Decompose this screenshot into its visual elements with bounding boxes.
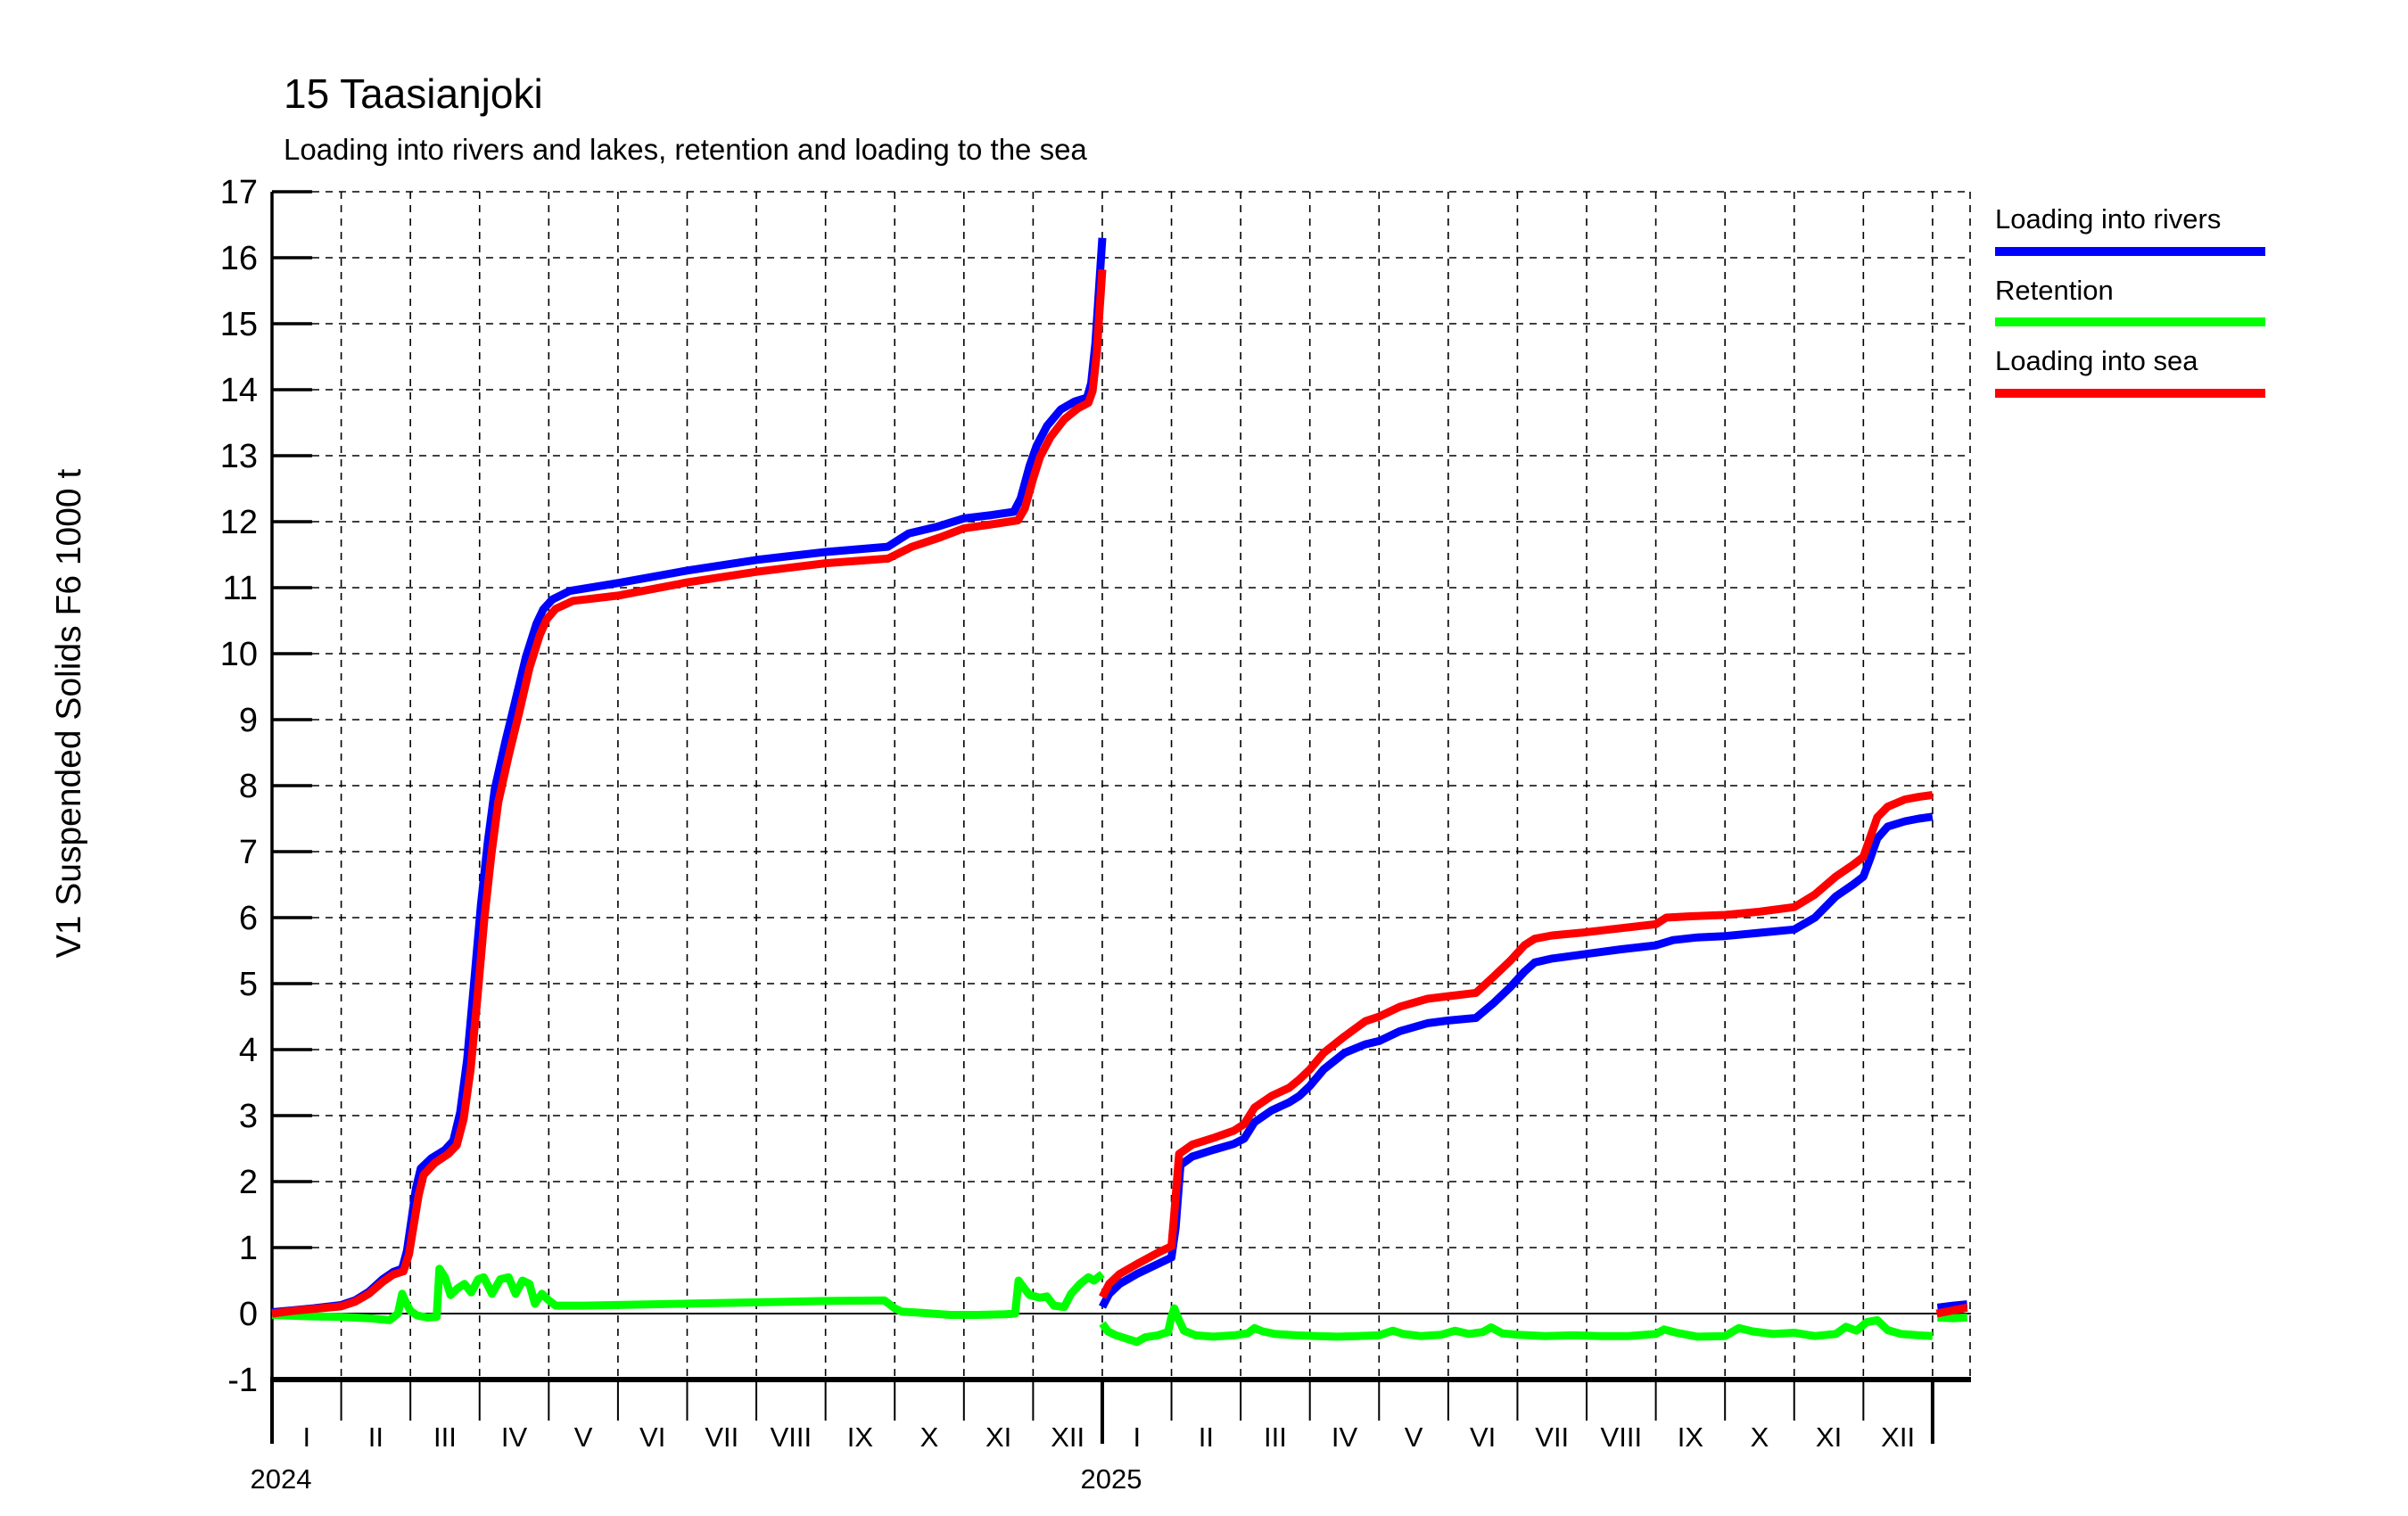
month-label: XI xyxy=(1816,1421,1842,1453)
legend-label-loading-into-sea: Loading into sea xyxy=(1995,345,2198,377)
year-label: 2024 xyxy=(251,1463,312,1495)
month-label: II xyxy=(1199,1421,1214,1453)
legend-swatch-loading-into-sea xyxy=(1995,388,2265,398)
y-tick-label: 5 xyxy=(239,966,258,1003)
series-line-loading-into-sea xyxy=(271,268,1107,1318)
y-tick-label: 4 xyxy=(239,1032,258,1069)
legend-item-loading-into-sea: Loading into sea xyxy=(1995,345,2272,398)
series-line-loading-into-sea xyxy=(1099,790,1934,1299)
y-tick-label: 2 xyxy=(239,1164,258,1201)
month-label: X xyxy=(1751,1421,1769,1453)
month-label: I xyxy=(1133,1421,1141,1453)
series-line-loading-into-rivers xyxy=(1099,812,1934,1309)
y-tick-label: 6 xyxy=(239,900,258,937)
month-label: VI xyxy=(1470,1421,1496,1453)
chart-subtitle: Loading into rivers and lakes, retention… xyxy=(284,133,1087,166)
month-label: VIII xyxy=(1601,1421,1643,1453)
legend-swatch-retention xyxy=(1995,317,2265,327)
y-tick-label: 0 xyxy=(239,1296,258,1333)
series-line-retention xyxy=(271,1265,1105,1324)
month-label: III xyxy=(1264,1421,1287,1453)
month-label: I xyxy=(302,1421,310,1453)
series-line-loading-into-sea xyxy=(1935,1303,1968,1318)
legend-swatch-loading-into-rivers xyxy=(1995,246,2265,256)
legend-label-loading-into-rivers: Loading into rivers xyxy=(1995,203,2222,235)
month-label: IV xyxy=(1332,1421,1358,1453)
y-tick-label: 7 xyxy=(239,834,258,871)
month-label: V xyxy=(574,1421,593,1453)
y-tick-label: 9 xyxy=(239,702,258,739)
y-tick-label: 14 xyxy=(220,372,258,409)
month-label: XI xyxy=(985,1421,1011,1453)
y-tick-label: 11 xyxy=(223,570,258,607)
year-label: 2025 xyxy=(1080,1463,1142,1495)
y-tick-label: 8 xyxy=(239,768,258,805)
month-label: X xyxy=(920,1421,939,1453)
y-tick-label: 17 xyxy=(220,174,258,211)
chart-title: 15 Taasianjoki xyxy=(284,70,543,117)
legend-label-retention: Retention xyxy=(1995,274,2114,306)
legend-item-retention: Retention xyxy=(1995,275,2272,327)
month-label: VIII xyxy=(771,1421,812,1453)
y-tick-label: 16 xyxy=(220,240,258,277)
series-line-retention xyxy=(1099,1304,1934,1347)
month-label: II xyxy=(368,1421,383,1453)
series-line-retention xyxy=(1937,1313,1967,1322)
y-tick-label: 3 xyxy=(239,1098,258,1135)
month-label: IV xyxy=(501,1421,528,1453)
y-tick-label: 13 xyxy=(220,438,258,475)
y-tick-label: 12 xyxy=(220,504,258,541)
month-label: IX xyxy=(1678,1421,1704,1453)
month-label: III xyxy=(433,1421,457,1453)
month-label: XII xyxy=(1051,1421,1084,1453)
y-tick-label: 15 xyxy=(220,306,258,343)
y-tick-label: 1 xyxy=(239,1230,258,1267)
legend: Loading into rivers Retention Loading in… xyxy=(1995,203,2272,416)
legend-item-loading-into-rivers: Loading into rivers xyxy=(1995,203,2272,256)
y-tick-label: -1 xyxy=(227,1362,258,1399)
month-label: VII xyxy=(705,1421,738,1453)
month-label: VI xyxy=(639,1421,665,1453)
y-tick-label: 10 xyxy=(220,636,258,673)
month-label: XII xyxy=(1881,1421,1915,1453)
month-label: V xyxy=(1405,1421,1423,1453)
month-label: IX xyxy=(847,1421,874,1453)
month-label: VII xyxy=(1535,1421,1569,1453)
